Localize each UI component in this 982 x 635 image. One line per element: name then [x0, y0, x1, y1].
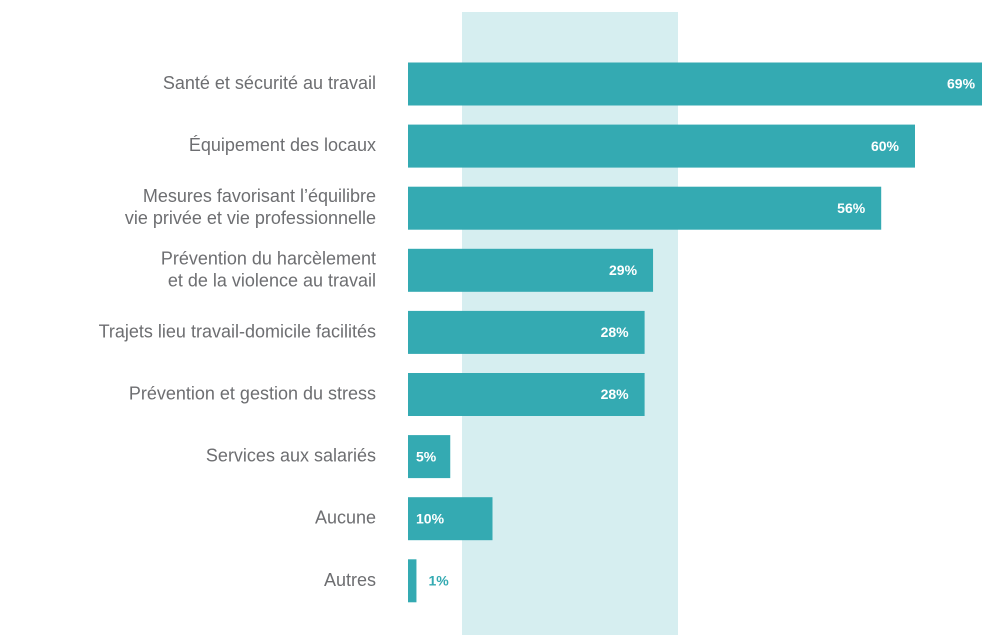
bar [408, 186, 882, 230]
category-label: Services aux salariés [206, 445, 376, 465]
category-label: Prévention du harcèlement et de la violen… [161, 248, 376, 290]
bar [408, 124, 915, 168]
value-label: 60% [871, 138, 900, 154]
value-label: 29% [609, 262, 638, 278]
category-label: Trajets lieu travail-domicile facilités [99, 321, 376, 341]
value-label: 56% [837, 200, 866, 216]
bar [408, 310, 645, 354]
value-label: 69% [947, 76, 976, 92]
value-label: 28% [601, 324, 630, 340]
value-label: 1% [428, 573, 449, 589]
value-label: 5% [416, 448, 437, 464]
category-label: Mesures favorisant l’équilibre vie privée… [125, 186, 376, 228]
bar [408, 373, 645, 416]
bar [408, 559, 417, 603]
value-label: 28% [601, 386, 630, 402]
bar [408, 62, 982, 106]
value-label: 10% [416, 510, 445, 526]
bar [408, 497, 493, 541]
category-label: Prévention et gestion du stress [129, 383, 376, 403]
category-label: Autres [324, 570, 376, 590]
category-label: Santé et sécurité au travail [163, 73, 376, 93]
bar [408, 248, 654, 292]
category-label: Équipement des locaux [189, 135, 376, 155]
bar [408, 435, 451, 479]
category-label: Aucune [315, 507, 376, 527]
